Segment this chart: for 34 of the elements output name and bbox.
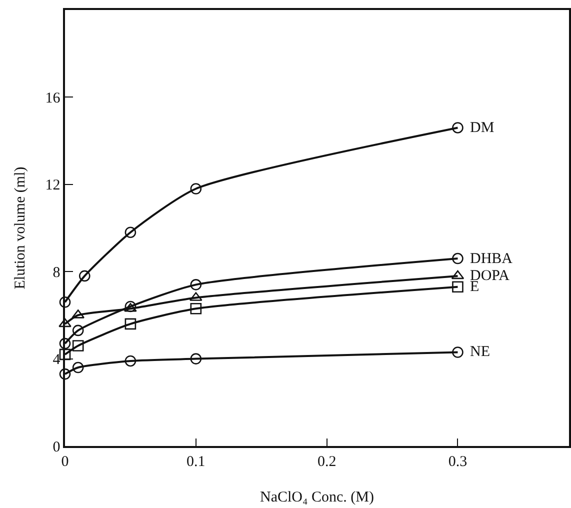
point: [72, 340, 84, 352]
series-label: DHBA: [470, 251, 513, 267]
point: [190, 303, 202, 314]
y-tick-label: 0: [52, 439, 60, 456]
point: [72, 362, 84, 374]
point: [59, 296, 71, 308]
point: [190, 353, 202, 364]
point: [124, 355, 136, 367]
point: [59, 368, 71, 380]
y-tick-label: 16: [45, 90, 61, 106]
y-tick-label: 4: [52, 352, 61, 368]
point: [78, 270, 90, 282]
series-label: NE: [470, 344, 490, 360]
x-tick-label: 0.1: [186, 454, 206, 470]
x-tick-label: 0.2: [317, 454, 336, 470]
point: [452, 346, 464, 358]
point: [72, 324, 84, 336]
point: [124, 226, 136, 238]
x-axis-title: NaClO₄ Conc. (M): [260, 490, 374, 506]
y-tick-label: 8: [52, 264, 60, 281]
y-tick-label: 12: [45, 178, 60, 194]
point: [190, 279, 202, 290]
point: [124, 318, 136, 330]
point: [452, 122, 464, 134]
point: [59, 338, 71, 350]
point: [451, 270, 464, 280]
point: [452, 281, 464, 293]
x-tick-label: 0.3: [448, 454, 468, 470]
point: [59, 348, 71, 360]
point: [190, 183, 202, 194]
series-label: DM: [470, 120, 494, 136]
point: [452, 252, 464, 264]
y-axis-title: Elution volume (ml): [12, 166, 28, 290]
point: [58, 318, 72, 328]
